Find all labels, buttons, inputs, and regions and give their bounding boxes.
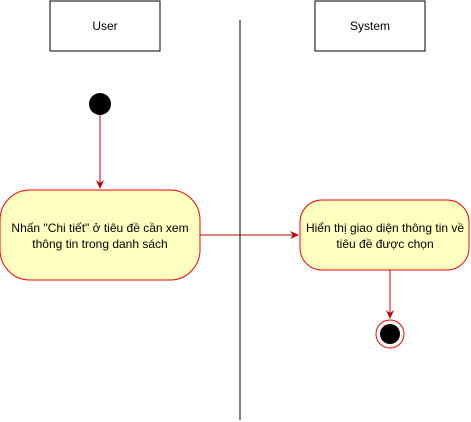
action-system-line2: tiêu đề được chọn bbox=[336, 237, 433, 251]
lane-system-label: System bbox=[350, 19, 390, 33]
action-user-line1: Nhấn "Chi tiết" ở tiêu đề cần xem bbox=[11, 221, 188, 235]
action-system-show-info: Hiển thị giao diện thông tin về tiêu đề … bbox=[299, 199, 470, 271]
action-system-line1: Hiển thị giao diện thông tin về bbox=[306, 221, 464, 235]
action-user-line2: thông tin trong danh sách bbox=[32, 237, 167, 251]
lane-system: System bbox=[314, 0, 426, 52]
initial-node bbox=[89, 93, 111, 115]
lane-user-label: User bbox=[92, 19, 117, 33]
final-node bbox=[375, 319, 405, 349]
action-user-view-details: Nhấn "Chi tiết" ở tiêu đề cần xem thông … bbox=[0, 189, 201, 281]
lane-user: User bbox=[49, 0, 161, 52]
